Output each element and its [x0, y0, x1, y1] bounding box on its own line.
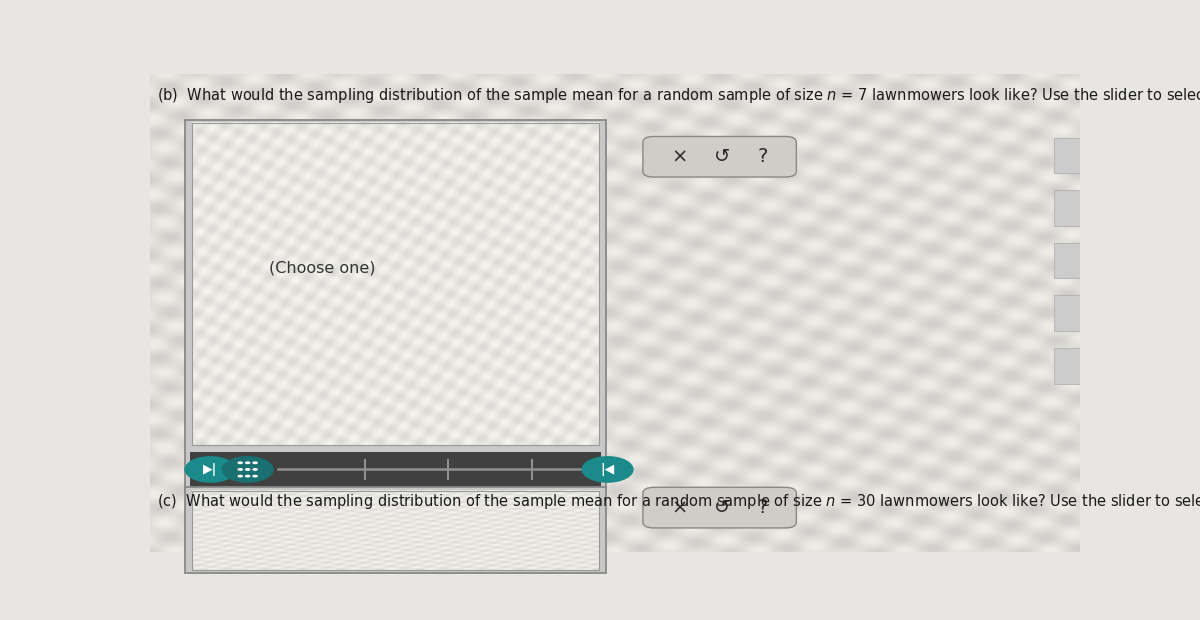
Text: (Choose one): (Choose one)	[269, 260, 376, 276]
Bar	[1054, 295, 1080, 331]
Circle shape	[222, 456, 274, 483]
Text: ?: ?	[757, 498, 768, 517]
Circle shape	[245, 468, 251, 471]
Bar	[1054, 242, 1080, 278]
Text: (b)  What would the sampling distribution of the sample mean for a random sample: (b) What would the sampling distribution…	[157, 86, 1200, 105]
Circle shape	[252, 475, 258, 477]
Bar	[1054, 138, 1080, 174]
Circle shape	[245, 475, 251, 477]
Circle shape	[582, 456, 634, 483]
Circle shape	[252, 461, 258, 464]
Text: ×: ×	[671, 498, 688, 517]
Circle shape	[245, 461, 251, 464]
Circle shape	[238, 461, 242, 464]
FancyBboxPatch shape	[643, 487, 797, 528]
Bar	[192, 123, 599, 445]
Text: ↺: ↺	[714, 148, 731, 166]
Bar	[185, 120, 606, 490]
Circle shape	[185, 456, 236, 483]
Circle shape	[238, 475, 242, 477]
Text: ▶|: ▶|	[203, 463, 217, 476]
Text: ↺: ↺	[714, 498, 731, 517]
Bar	[185, 487, 606, 574]
Text: |◀: |◀	[600, 463, 614, 476]
Bar	[1054, 348, 1080, 384]
Bar	[1054, 190, 1080, 226]
Circle shape	[238, 468, 242, 471]
Circle shape	[252, 468, 258, 471]
FancyBboxPatch shape	[643, 136, 797, 177]
Bar	[192, 490, 599, 570]
Text: ×: ×	[671, 148, 688, 166]
Text: ?: ?	[757, 148, 768, 166]
Text: (c)  What would the sampling distribution of the sample mean for a random sample: (c) What would the sampling distribution…	[157, 492, 1200, 511]
Bar	[190, 451, 601, 487]
